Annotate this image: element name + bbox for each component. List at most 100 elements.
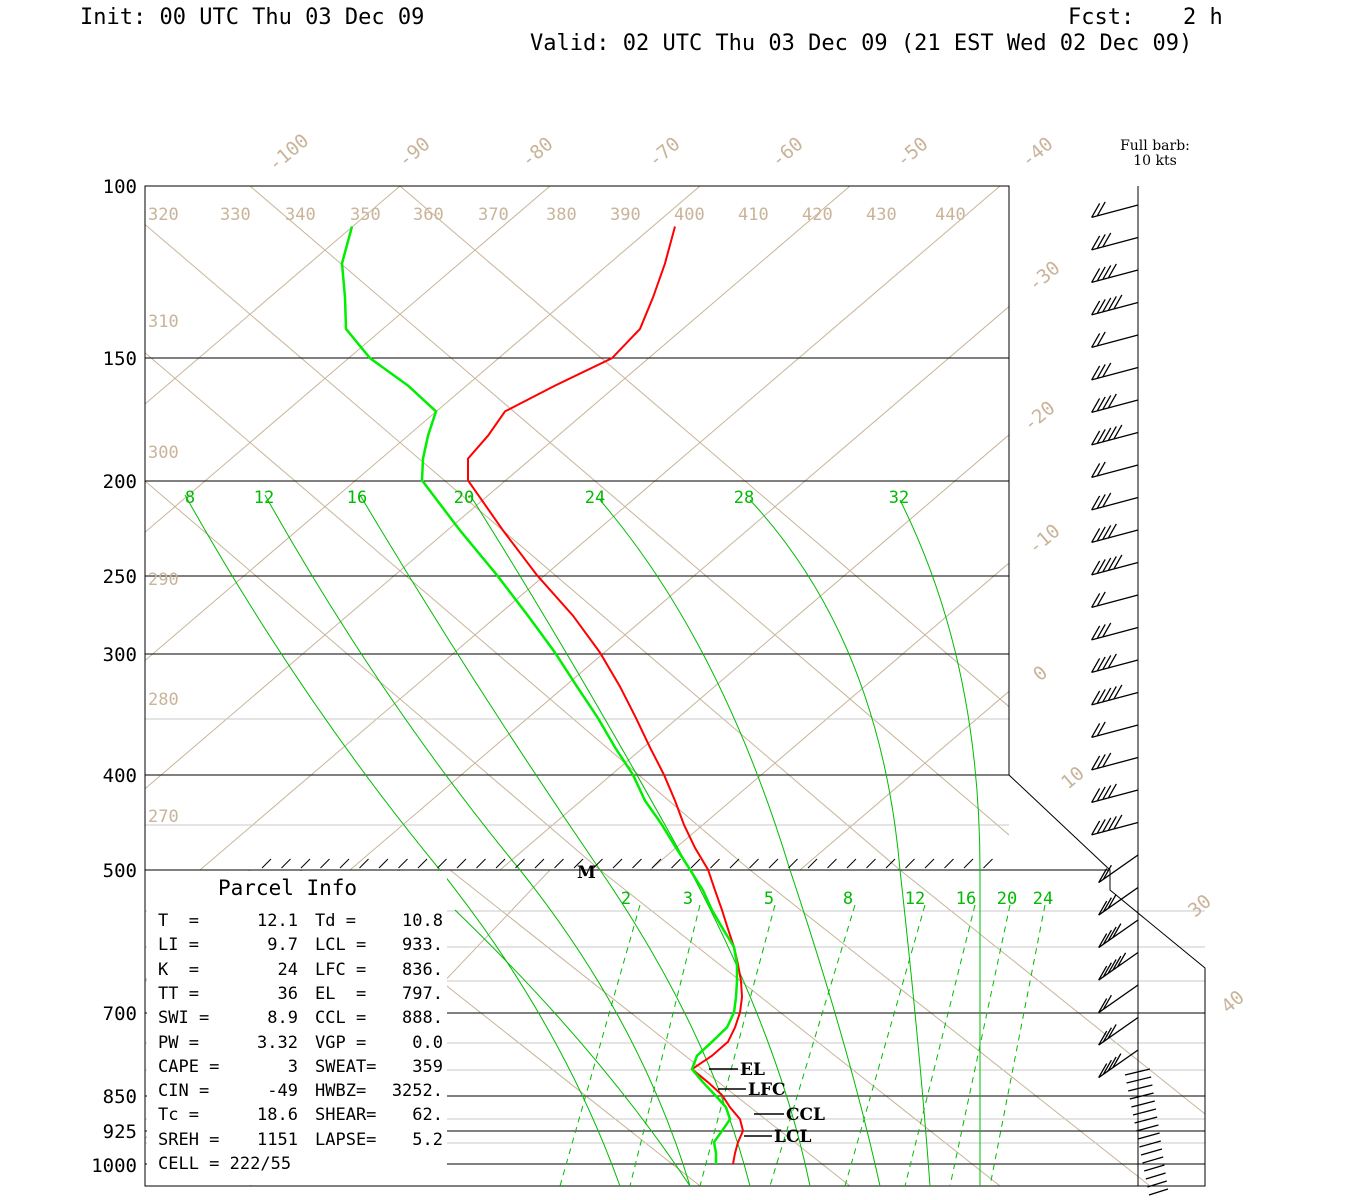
- hatch-mark: [651, 858, 662, 869]
- pressure-tick: 850: [103, 1086, 137, 1108]
- forecast-hours: 2 h: [1183, 5, 1223, 30]
- wind-barb-flag: [1091, 463, 1101, 478]
- parcel-info-cell: 0.0: [412, 1032, 443, 1053]
- theta-label: 380: [546, 205, 577, 225]
- hatch-mark: [749, 858, 759, 869]
- isotherm-label: 30: [1184, 890, 1216, 922]
- level-markers: EL LFC CCL LCL: [709, 1060, 825, 1147]
- hatch-mark: [476, 858, 486, 869]
- hatch-mark: [983, 858, 993, 869]
- wind-barb-staff: [1098, 984, 1139, 1014]
- wind-barb-flag: [1091, 398, 1101, 413]
- parcel-info-cell: CELL = 222/55: [158, 1154, 292, 1174]
- wind-barb-staff: [1091, 529, 1139, 544]
- wind-barb-flag: [1102, 962, 1112, 978]
- wind-barb-flag: [1096, 234, 1106, 249]
- wind-barb-flag: [1096, 656, 1106, 672]
- isotherm-label: -10: [1024, 520, 1064, 559]
- theta-label: 440: [935, 205, 966, 225]
- parcel-info-row: PW = 3.32 VGP = 0.0: [158, 1033, 448, 1055]
- hatch-mark: [885, 858, 896, 869]
- parcel-info-cell: 10.8: [402, 911, 443, 931]
- pressure-tick: 925: [103, 1121, 137, 1143]
- wind-barb-staff: [1091, 659, 1139, 674]
- isotherm-label: 0: [1029, 662, 1052, 686]
- parcel-info-row: SWI = 8.9 CCL = 888.: [158, 1008, 448, 1030]
- wind-barb-flag: [1107, 296, 1117, 311]
- pressure-tick: 500: [103, 860, 137, 882]
- hatch-mark: [398, 858, 408, 869]
- hatch-mark: [690, 858, 701, 869]
- parcel-info-row: T = 12.1 Td = 10.8: [158, 911, 448, 933]
- hatch-mark: [729, 858, 740, 869]
- wind-barb-flag: [1102, 265, 1112, 280]
- hatch-mark: [300, 858, 311, 869]
- hatch-mark: [320, 858, 330, 869]
- theta-label: 290: [148, 570, 179, 590]
- wind-barb-flag: [1096, 331, 1106, 347]
- wind-barb-flag: [1091, 430, 1101, 446]
- parcel-info-cell: -49: [267, 1081, 298, 1102]
- pressure-tick: 250: [103, 566, 137, 588]
- hatch-marks: [261, 858, 993, 869]
- pressure-tick: 150: [103, 348, 137, 370]
- wind-barb-flag: [1098, 1063, 1108, 1078]
- wind-barb-staff: [1091, 204, 1139, 219]
- wind-barb-staff: [1091, 366, 1139, 381]
- wind-barb-flag: [1107, 686, 1117, 701]
- series-line: [340, 226, 739, 1164]
- wind-barb-flag: [1116, 952, 1127, 968]
- level-label: LFC: [748, 1080, 786, 1100]
- parcel-info-row: Tc = 18.6 SHEAR= 62.: [158, 1105, 448, 1127]
- wind-barb-flag: [1091, 593, 1101, 608]
- wind-barb-staff: [1091, 236, 1139, 251]
- mixing-ratio-label: 5: [764, 889, 774, 909]
- isotherm-label: -80: [517, 133, 557, 172]
- parcel-info-cell: LI =: [158, 935, 199, 956]
- wind-barb-flag: [1102, 687, 1112, 703]
- level-label: LCL: [774, 1127, 811, 1147]
- wind-barb-flag: [1096, 396, 1106, 412]
- hatch-mark: [866, 858, 876, 869]
- wind-barb-flag: [1102, 297, 1112, 313]
- theta-label: 320: [148, 205, 179, 225]
- isotherm-label: -60: [767, 133, 807, 172]
- pressure-tick: 400: [103, 765, 137, 787]
- isotherm-label: -40: [1017, 133, 1057, 172]
- hatch-mark: [710, 858, 720, 869]
- parcel-info-cell: TT =: [158, 983, 199, 1004]
- theta-label: 430: [866, 205, 897, 225]
- mixing-ratio-label: 28: [734, 488, 754, 508]
- wind-barb-staff: [1091, 431, 1139, 446]
- mixing-ratio-label: 16: [956, 889, 976, 909]
- parcel-info-row: LI = 9.7 LCL = 933.: [158, 935, 448, 957]
- wind-barb-flag: [1091, 333, 1101, 348]
- wind-barb-flag: [1107, 816, 1117, 831]
- wind-barb-flag: [1148, 1188, 1169, 1196]
- isotherm-label: 10: [1057, 762, 1089, 794]
- parcel-info-cell: K =: [158, 959, 199, 980]
- wind-barb-staff: [1091, 464, 1139, 479]
- wind-barb-flag: [1113, 424, 1123, 440]
- parcel-info-cell: LAPSE=: [315, 1129, 377, 1150]
- pressure-tick: 1000: [91, 1155, 137, 1177]
- wind-barb-flag: [1096, 721, 1106, 737]
- wind-barb-flag: [1102, 1027, 1112, 1043]
- wind-barb-flag: [1091, 300, 1101, 316]
- wind-barb-flag: [1137, 1132, 1160, 1140]
- hatch-mark: [905, 858, 915, 869]
- wind-barb-staff: [1091, 334, 1139, 349]
- wind-barb-flag: [1096, 364, 1106, 379]
- mixing-ratio-label: 20: [997, 889, 1017, 909]
- wind-barb-flag: [1096, 494, 1106, 509]
- parcel-info-cell: CAPE =: [158, 1056, 220, 1077]
- theta-label: 370: [478, 205, 509, 225]
- wind-barb-flag: [1107, 653, 1117, 669]
- wind-barb-flag: [1102, 897, 1112, 913]
- wind-barb-flag: [1113, 294, 1123, 310]
- wind-barb-flag: [1147, 1180, 1167, 1188]
- forecast-label: Fcst:: [1068, 5, 1135, 30]
- wind-barb-staff: [1098, 919, 1139, 949]
- parcel-info-cell: 1151: [257, 1129, 298, 1150]
- wind-barb-flag: [1131, 1100, 1155, 1108]
